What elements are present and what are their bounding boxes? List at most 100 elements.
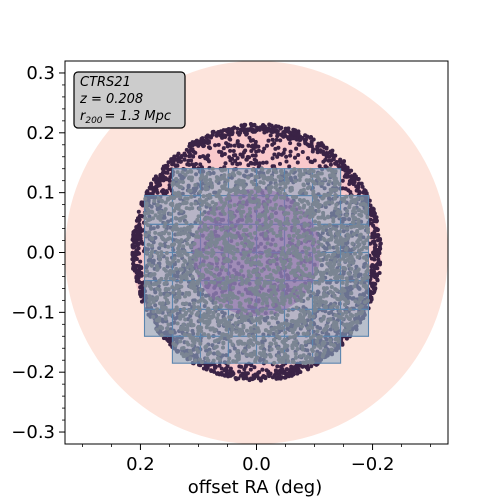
data-point [303,141,308,146]
data-point [239,178,244,184]
data-point [222,234,227,239]
data-point [280,370,285,375]
data-point [200,253,205,258]
data-point [170,227,175,232]
data-point [265,264,270,269]
data-point [208,195,213,200]
data-point [210,250,215,255]
data-point [151,300,156,305]
data-point [301,272,306,278]
data-point [315,244,321,250]
data-point [290,330,295,335]
data-point [344,213,349,218]
x-tick-label: 0.0 [242,454,271,475]
data-point [309,141,314,147]
data-point [223,249,228,254]
data-point [297,254,302,259]
data-point [246,143,251,148]
data-point [241,200,246,205]
data-point [191,280,196,285]
data-point [337,182,342,187]
data-point [252,337,257,342]
data-point [184,352,189,357]
data-point [188,356,193,361]
data-point [223,182,228,187]
data-point [204,255,209,260]
data-point [274,183,279,188]
data-point [251,373,256,378]
data-point [333,192,338,198]
data-point [171,290,176,295]
info-box: CTRS21 z = 0.208 r200 = 1.3 Mpc [73,71,186,129]
data-point [159,243,165,248]
data-point [185,237,190,242]
data-point [309,174,314,179]
data-point [368,203,373,208]
data-point [262,129,267,134]
data-point [162,231,167,236]
data-point [220,293,225,298]
data-point [271,231,276,236]
data-point [298,314,303,319]
data-point [182,250,187,255]
data-point [256,262,262,267]
data-point [334,270,339,275]
data-point [291,250,296,256]
data-point [149,243,155,248]
data-point [217,245,222,250]
data-point [135,235,140,240]
data-point [351,198,356,203]
data-point [294,195,299,200]
data-point [306,246,311,251]
data-point [254,308,259,313]
data-point [150,249,155,254]
data-point [274,194,279,199]
data-point [372,214,377,219]
data-point [267,248,272,253]
data-point [246,269,251,274]
data-point [376,233,381,238]
data-point [355,244,360,249]
data-point [281,284,287,289]
data-point [180,301,185,306]
data-point [327,173,332,178]
data-point [164,250,169,256]
data-point [182,157,187,162]
data-point [201,199,207,205]
data-point [304,285,309,290]
data-point [241,184,246,189]
data-point [285,243,291,248]
data-point [271,167,277,172]
data-point [329,158,334,163]
data-point [184,301,189,306]
data-point [206,241,211,246]
data-point [320,276,325,281]
data-point [228,148,233,153]
data-point [219,130,224,135]
data-point [152,198,157,204]
data-point [230,223,235,228]
data-point [259,166,264,171]
data-point [277,301,282,306]
data-point [240,154,245,159]
data-point [303,255,308,260]
data-point [193,142,198,147]
y-tick-label: −0.2 [11,362,55,383]
data-point [233,235,238,240]
data-point [235,313,240,318]
data-point [311,275,316,280]
data-point [148,273,153,278]
data-point [217,189,222,194]
data-point [251,342,256,347]
data-point [205,356,210,361]
data-point [189,175,194,180]
data-point [205,236,210,241]
data-point [249,244,254,249]
data-point [267,252,272,257]
data-point [155,250,160,255]
data-point [331,343,336,348]
data-point [285,313,290,318]
data-point [156,215,161,220]
data-point [163,221,168,226]
data-point [190,323,195,328]
